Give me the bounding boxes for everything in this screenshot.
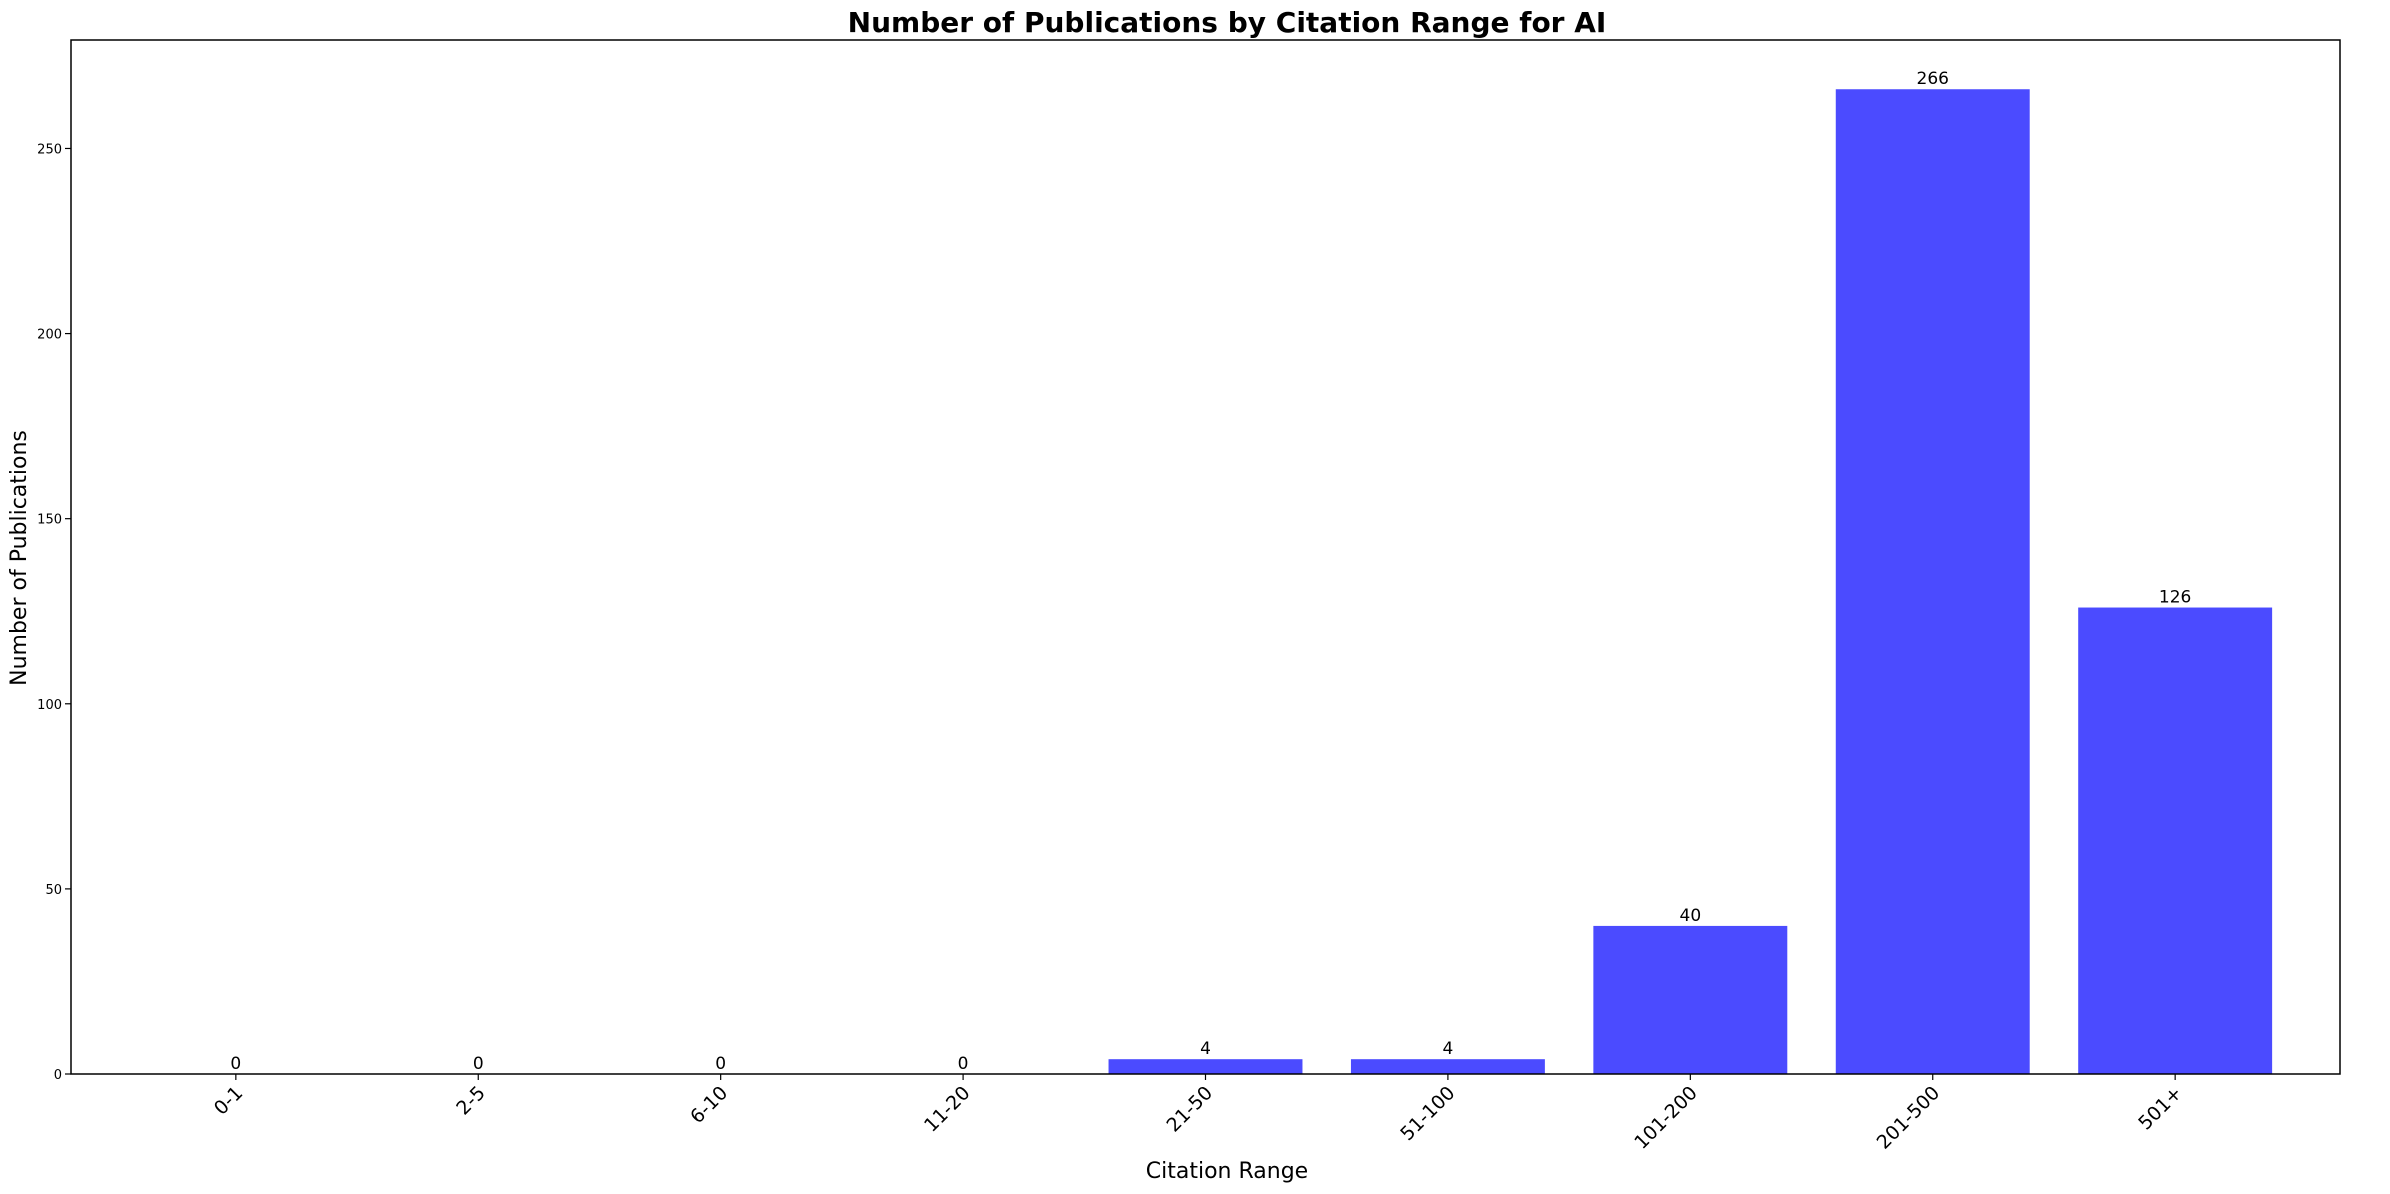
data-label-201-500: 266: [1917, 69, 1949, 89]
plot-frame: [70, 39, 2341, 1075]
x-tick-label-11-20: 11-20: [920, 1082, 975, 1137]
data-label-101-200: 40: [1680, 906, 1702, 926]
x-tick-label-6-10: 6-10: [686, 1082, 732, 1128]
y-tick-label-250: 250: [37, 142, 62, 157]
y-tick-label-50: 50: [45, 883, 62, 898]
x-tick-label-51-100: 51-100: [1396, 1082, 1459, 1145]
plot-area: 0 0 0 0 4 4 40 266 126 0-1 2-5 6-10 11-20 21-50 51-100…: [37, 69, 2273, 1154]
data-label-51-100: 4: [1443, 1039, 1454, 1059]
bar-501+: [2078, 607, 2273, 1074]
data-label-6-10: 0: [715, 1054, 726, 1074]
bar-101-200: [1593, 925, 1788, 1074]
bar-21-50: [1108, 1059, 1303, 1074]
y-tick-label-0: 0: [54, 1068, 62, 1083]
x-tick-label-101-200: 101-200: [1630, 1082, 1702, 1154]
x-tick-label-2-5: 2-5: [452, 1082, 490, 1120]
data-label-0-1: 0: [230, 1054, 241, 1074]
x-axis-label: Citation Range: [1146, 1159, 1308, 1184]
x-tick-label-501+: 501+: [2134, 1082, 2186, 1134]
data-label-21-50: 4: [1200, 1039, 1211, 1059]
y-tick-label-200: 200: [37, 328, 62, 343]
x-tick-label-21-50: 21-50: [1162, 1082, 1217, 1137]
data-label-501+: 126: [2159, 588, 2191, 608]
x-tick-label-0-1: 0-1: [210, 1082, 248, 1120]
bar-51-100: [1350, 1059, 1545, 1074]
x-tick-label-201-500: 201-500: [1873, 1082, 1945, 1154]
data-label-2-5: 0: [473, 1054, 484, 1074]
data-label-11-20: 0: [958, 1054, 969, 1074]
chart-title: Number of Publications by Citation Range…: [848, 6, 1607, 39]
bar-201-500: [1835, 89, 2030, 1074]
y-tick-label-100: 100: [37, 698, 62, 713]
y-tick-label-150: 150: [37, 513, 62, 528]
y-axis-label: Number of Publications: [7, 430, 32, 686]
